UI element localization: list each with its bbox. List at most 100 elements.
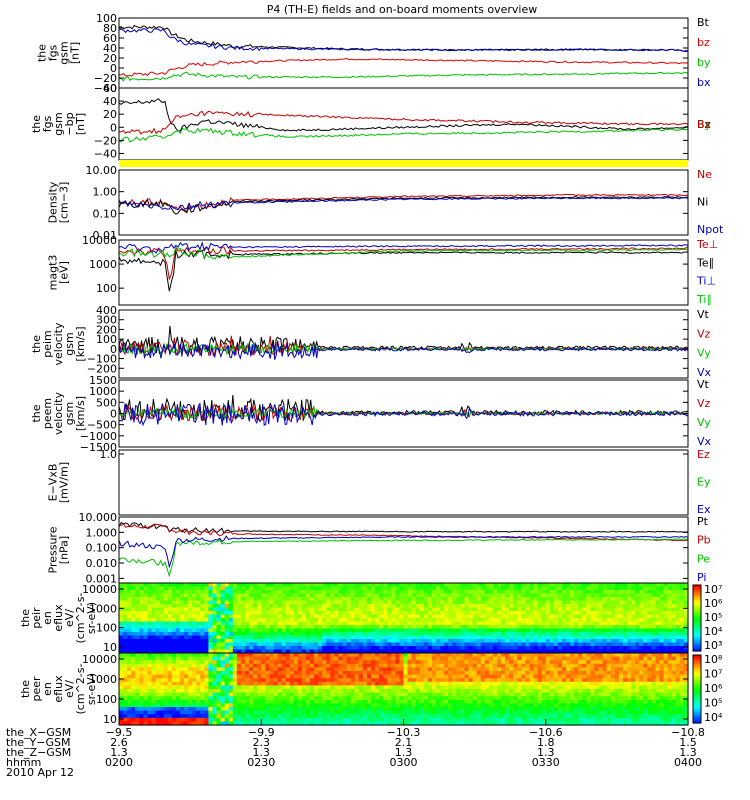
spectrogram-cell — [305, 649, 311, 654]
spectrogram-cell — [151, 593, 157, 598]
spectrogram-cell — [545, 632, 551, 637]
spectrogram-cell — [322, 653, 327, 658]
spectrogram-cell — [375, 618, 380, 623]
spectrogram-cell — [236, 597, 242, 602]
spectrogram-cell — [184, 590, 189, 595]
spectrogram-cell — [131, 586, 136, 591]
spectrogram-cell — [277, 635, 283, 640]
spectrogram-cell — [338, 689, 344, 694]
spectrogram-cell — [366, 607, 372, 612]
spectrogram-cell — [423, 632, 429, 637]
spectrogram-cell — [131, 674, 136, 679]
spectrogram-cell — [163, 628, 169, 633]
spectrogram-cell — [598, 621, 604, 626]
spectrogram-cell — [505, 660, 510, 665]
spectrogram-cell — [204, 583, 210, 588]
spectrogram-cell — [253, 660, 258, 665]
spectrogram-cell — [683, 607, 689, 612]
spectrogram-cell — [228, 593, 234, 598]
spectrogram-cell — [436, 710, 441, 715]
spectrogram-cell — [310, 607, 315, 612]
spectrogram-cell — [582, 604, 587, 609]
spectrogram-cell — [285, 653, 291, 658]
spectrogram-cell — [411, 717, 417, 722]
spectrogram-cell — [590, 642, 596, 647]
spectrogram-cell — [513, 625, 518, 630]
spectrogram-cell — [322, 707, 327, 712]
spectrogram-cell — [411, 628, 417, 633]
spectrogram-cell — [167, 656, 173, 661]
spectrogram-cell — [496, 590, 502, 595]
spectrogram-cell — [395, 678, 401, 683]
spectrogram-cell — [448, 660, 453, 665]
spectrogram-cell — [362, 639, 368, 644]
spectrogram-cell — [667, 583, 673, 588]
spectrogram-cell — [651, 600, 657, 605]
spectrogram-cell — [505, 649, 510, 654]
spectrogram-cell — [204, 721, 210, 726]
spectrogram-cell — [159, 667, 165, 672]
spectrogram-cell — [350, 586, 356, 591]
spectrogram-cell — [289, 604, 295, 609]
spectrogram-cell — [622, 621, 628, 626]
spectrogram-cell — [570, 646, 575, 651]
y-axis-label: Density — [47, 181, 60, 223]
spectrogram-cell — [167, 699, 173, 704]
spectrogram-cell — [529, 586, 535, 591]
spectrogram-cell — [496, 707, 502, 712]
spectrogram-cell — [484, 621, 490, 626]
spectrogram-cell — [273, 632, 279, 637]
spectrogram-cell — [529, 614, 535, 619]
spectrogram-cell — [484, 710, 490, 715]
spectrogram-cell — [484, 667, 490, 672]
legend-entry: Pb — [697, 534, 711, 547]
spectrogram-cell — [496, 646, 502, 651]
spectrogram-cell — [566, 649, 571, 654]
spectrogram-cell — [675, 607, 681, 612]
spectrogram-cell — [310, 621, 315, 626]
spectrogram-cell — [492, 721, 498, 726]
spectrogram-cell — [643, 632, 648, 637]
spectrogram-cell — [269, 607, 275, 612]
spectrogram-cell — [383, 583, 388, 588]
spectrogram-cell — [297, 660, 303, 665]
spectrogram-cell — [196, 628, 201, 633]
spectrogram-cell — [354, 703, 360, 708]
spectrogram-cell — [423, 639, 429, 644]
spectrogram-cell — [379, 611, 384, 616]
spectrogram-cell — [277, 642, 283, 647]
spectrogram-cell — [192, 663, 197, 668]
spectrogram-cell — [562, 597, 567, 602]
spectrogram-cell — [627, 614, 632, 619]
spectrogram-cell — [362, 721, 368, 726]
legend-entry: Vt — [697, 308, 710, 321]
spectrogram-cell — [127, 721, 132, 726]
spectrogram-cell — [204, 707, 210, 712]
spectrogram-cell — [436, 632, 441, 637]
spectrogram-cell — [184, 707, 189, 712]
spectrogram-cell — [444, 717, 449, 722]
spectrogram-cell — [484, 717, 490, 722]
colorbar-tick-label: 10⁵ — [704, 611, 722, 624]
spectrogram-cell — [667, 632, 673, 637]
spectrogram-cell — [301, 590, 307, 595]
spectrogram-cell — [448, 667, 453, 672]
spectrogram-cell — [399, 656, 405, 661]
spectrogram-cell — [200, 607, 205, 612]
spectrogram-cell — [119, 607, 124, 612]
spectrogram-cell — [391, 646, 396, 651]
spectrogram-cell — [553, 618, 559, 623]
spectrogram-cell — [155, 685, 161, 690]
spectrogram-cell — [492, 614, 498, 619]
spectrogram-cell — [188, 593, 193, 598]
spectrogram-cell — [427, 681, 433, 686]
spectrogram-cell — [411, 583, 417, 588]
spectrogram-cell — [208, 607, 214, 612]
spectrogram-cell — [403, 656, 409, 661]
spectrogram-cell — [586, 632, 592, 637]
spectrogram-cell — [192, 703, 197, 708]
spectrogram-cell — [175, 707, 181, 712]
spectrogram-cell — [131, 628, 136, 633]
spectrogram-cell — [281, 671, 287, 676]
spectrogram-cell — [606, 604, 612, 609]
